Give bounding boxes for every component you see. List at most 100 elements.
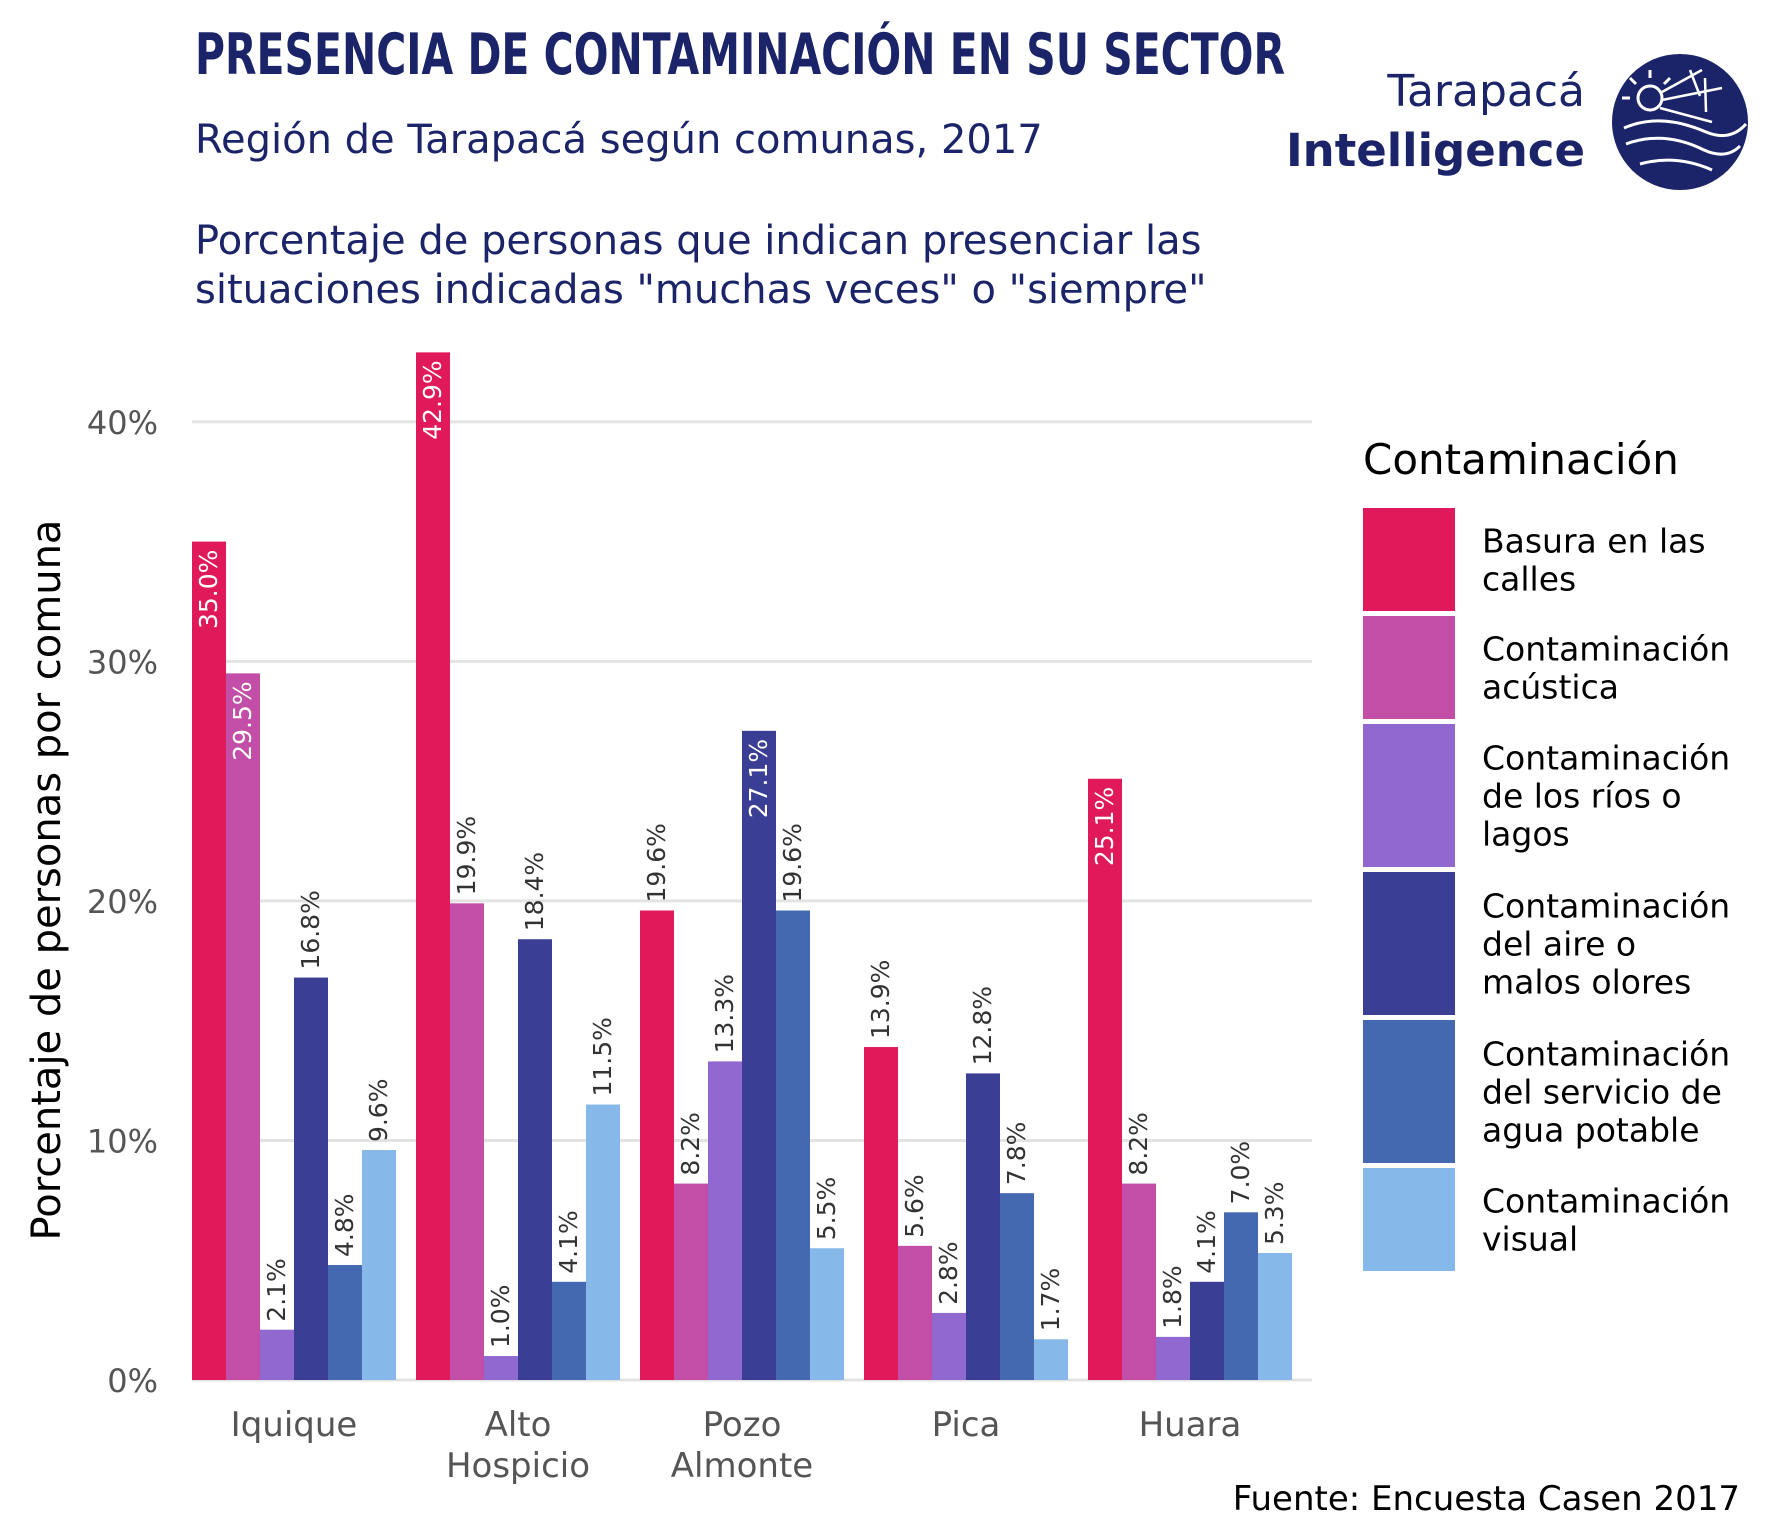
chart-description-line-2: situaciones indicadas "muchas veces" o "… <box>195 267 1207 313</box>
legend-label: Contaminación <box>1482 630 1730 669</box>
bar <box>1034 1339 1068 1380</box>
y-tick-label: 0% <box>107 1362 158 1400</box>
x-tick-label: Pica <box>932 1405 1001 1445</box>
bar-value-label: 2.8% <box>934 1241 963 1305</box>
bar <box>932 1312 966 1380</box>
bar <box>776 910 810 1380</box>
legend-label: Contaminación <box>1482 1182 1730 1221</box>
x-tick-label: Almonte <box>671 1446 813 1486</box>
bar-value-label: 42.9% <box>418 360 447 439</box>
bar <box>1224 1212 1258 1380</box>
x-tick-label: Huara <box>1139 1405 1242 1445</box>
bar <box>1088 778 1122 1380</box>
x-tick-label: Hospicio <box>446 1446 590 1486</box>
y-tick-label: 10% <box>87 1122 158 1160</box>
bar <box>226 673 260 1380</box>
bar-value-label: 27.1% <box>744 739 773 818</box>
y-tick-label: 30% <box>87 643 158 681</box>
legend-swatch <box>1363 508 1455 611</box>
legend-label: visual <box>1482 1220 1578 1259</box>
bar <box>1122 1183 1156 1380</box>
bar <box>966 1073 1000 1380</box>
bar <box>484 1356 518 1380</box>
bar <box>1258 1253 1292 1380</box>
bar-value-label: 18.4% <box>520 852 549 931</box>
bar <box>192 541 226 1380</box>
legend-title: Contaminación <box>1363 435 1679 484</box>
legend-swatch <box>1363 616 1455 719</box>
x-tick-label: Pozo <box>703 1405 782 1445</box>
bar <box>362 1150 396 1380</box>
legend-label: Contaminación <box>1482 887 1730 926</box>
bar <box>260 1329 294 1380</box>
bar-value-label: 8.2% <box>1124 1112 1153 1176</box>
y-tick-label: 40% <box>87 404 158 442</box>
bar <box>1190 1281 1224 1380</box>
bars <box>192 352 1292 1380</box>
chart-subtitle: Región de Tarapacá según comunas, 2017 <box>195 117 1043 163</box>
chart-title: PRESENCIA DE CONTAMINACIÓN EN SU SECTOR <box>195 20 1285 88</box>
bar-value-label: 1.7% <box>1036 1268 1065 1332</box>
tarapaca-intelligence-logo-icon <box>1612 54 1748 190</box>
bar <box>674 1183 708 1380</box>
y-axis-label: Porcentaje de personas por comuna <box>24 520 70 1241</box>
legend-label: agua potable <box>1482 1111 1700 1150</box>
bar-value-label: 2.1% <box>262 1258 291 1322</box>
bar-value-label: 1.8% <box>1158 1265 1187 1329</box>
legend-swatch <box>1363 872 1455 1015</box>
bar-value-label: 19.9% <box>452 816 481 895</box>
legend-swatch <box>1363 1020 1455 1163</box>
bar-value-label: 19.6% <box>778 823 807 902</box>
bar-value-label: 5.6% <box>900 1174 929 1238</box>
bar-value-label: 13.9% <box>866 960 895 1039</box>
bar <box>450 903 484 1380</box>
bar-value-label: 5.5% <box>812 1177 841 1241</box>
bar <box>864 1047 898 1380</box>
legend-swatch <box>1363 724 1455 867</box>
bar-value-label: 4.1% <box>554 1210 583 1274</box>
bar-value-label: 4.8% <box>330 1194 359 1258</box>
legend-label: lagos <box>1482 815 1570 854</box>
bar <box>416 352 450 1380</box>
bar-value-label: 29.5% <box>228 681 257 760</box>
bar-value-label: 13.3% <box>710 974 739 1053</box>
y-tick-label: 20% <box>87 883 158 921</box>
bar <box>742 730 776 1380</box>
legend-label: Basura en las <box>1482 522 1706 561</box>
legend-label: malos olores <box>1482 963 1691 1002</box>
bar-value-label: 8.2% <box>676 1112 705 1176</box>
bar <box>586 1104 620 1380</box>
legend-label: acústica <box>1482 668 1619 707</box>
bar-value-label: 19.6% <box>642 823 671 902</box>
legend-label: Contaminación <box>1482 739 1730 778</box>
logo-text-line-2: Intelligence <box>1286 124 1585 177</box>
source-note: Fuente: Encuesta Casen 2017 <box>1233 1479 1740 1519</box>
bar <box>1156 1336 1190 1380</box>
chart-description-line-1: Porcentaje de personas que indican prese… <box>195 218 1201 264</box>
legend-label: de los ríos o <box>1482 777 1682 816</box>
bar-value-label: 16.8% <box>296 890 325 969</box>
bar <box>810 1248 844 1380</box>
bar-value-label: 9.6% <box>364 1079 393 1143</box>
logo-text-line-1: Tarapacá <box>1386 66 1585 117</box>
bar <box>552 1281 586 1380</box>
legend-label: del servicio de <box>1482 1073 1722 1112</box>
data-labels: 35.0% 29.5% 2.1% 16.8% 4.8% 9.6% 42.9% 19.9% 1.0… <box>194 360 1289 1348</box>
bar-value-label: 4.1% <box>1192 1210 1221 1274</box>
bar <box>518 939 552 1380</box>
bar <box>898 1245 932 1380</box>
bar-value-label: 12.8% <box>968 986 997 1065</box>
bar-value-label: 1.0% <box>486 1285 515 1349</box>
bar-value-label: 7.8% <box>1002 1122 1031 1186</box>
bar-value-label: 11.5% <box>588 1017 617 1096</box>
legend-label: Contaminación <box>1482 1035 1730 1074</box>
bar <box>294 977 328 1380</box>
legend-swatch <box>1363 1168 1455 1271</box>
bar-value-label: 35.0% <box>194 550 223 629</box>
x-tick-label: Iquique <box>231 1405 358 1445</box>
bar-value-label: 5.3% <box>1260 1182 1289 1246</box>
